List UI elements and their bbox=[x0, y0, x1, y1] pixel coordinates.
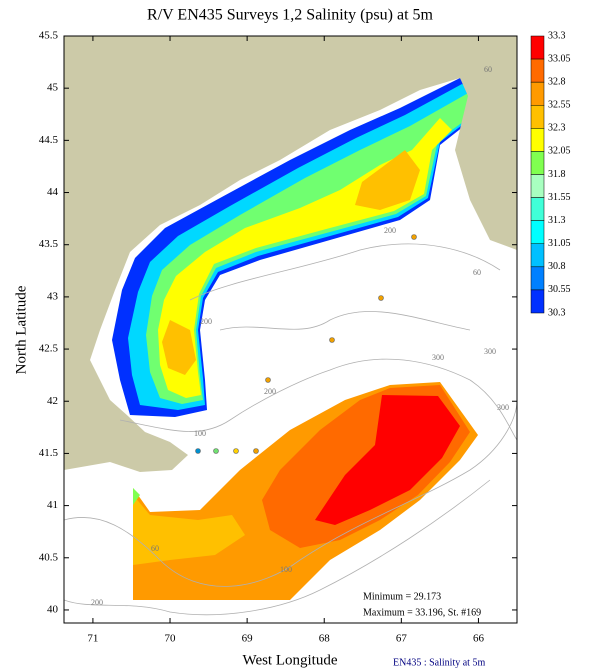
y-tick-label: 42 bbox=[47, 395, 58, 407]
contour-label: 100 bbox=[194, 429, 206, 438]
colorbar-swatch bbox=[530, 58, 545, 83]
contour-label: 200 bbox=[384, 226, 396, 235]
colorbar-label: 32.3 bbox=[548, 123, 566, 134]
stations bbox=[195, 234, 417, 454]
colorbar-swatch bbox=[530, 151, 545, 175]
station bbox=[233, 448, 239, 454]
station bbox=[378, 295, 384, 301]
contour-label: 200 bbox=[264, 387, 276, 396]
contour-label: 200 bbox=[91, 598, 103, 607]
contour-label: 300 bbox=[497, 403, 509, 412]
contour-label: 200 bbox=[200, 317, 212, 326]
y-tick-label: 45 bbox=[47, 82, 59, 94]
colorbar-label: 33.05 bbox=[548, 53, 571, 64]
colorbar-swatch bbox=[530, 220, 545, 245]
colorbar-label: 31.8 bbox=[548, 169, 566, 180]
station bbox=[253, 448, 259, 454]
y-axis-label: North Latitude bbox=[13, 285, 29, 374]
y-tick-label: 41 bbox=[47, 499, 58, 511]
map-area: 60 200 60 200 300 300 200 100 300 60 100 200 bbox=[64, 36, 517, 623]
contour-label: 60 bbox=[473, 268, 481, 277]
y-tick-label: 40 bbox=[47, 603, 59, 615]
contours bbox=[64, 243, 517, 616]
contour-labels: 60 200 60 200 300 300 200 100 300 60 100 200 bbox=[91, 65, 509, 607]
colorbar-label: 30.55 bbox=[548, 284, 571, 295]
colorbar-swatch bbox=[530, 266, 545, 291]
x-tick-label: 68 bbox=[319, 633, 331, 645]
station bbox=[329, 337, 335, 343]
minimum-note: Minimum = 29.173 bbox=[363, 591, 441, 602]
x-tick-label: 66 bbox=[473, 633, 485, 645]
station bbox=[411, 234, 417, 240]
colorbar-swatch bbox=[530, 35, 545, 60]
south-region-green bbox=[133, 488, 140, 505]
south-region-red bbox=[315, 395, 460, 525]
colorbar-label: 31.55 bbox=[548, 192, 571, 203]
y-tick-label: 43.5 bbox=[39, 238, 59, 250]
station bbox=[265, 377, 271, 383]
y-tick-label: 41.5 bbox=[39, 447, 59, 459]
maximum-note: Maximum = 33.196, St. #169 bbox=[363, 607, 481, 618]
colorbar-label: 30.3 bbox=[548, 307, 566, 318]
colorbar-label: 32.05 bbox=[548, 146, 571, 157]
x-tick-label: 70 bbox=[165, 633, 177, 645]
north-region-orange bbox=[162, 320, 196, 375]
contour-label: 60 bbox=[151, 544, 159, 553]
y-tick-label: 45.5 bbox=[39, 30, 59, 42]
plot-frame bbox=[63, 35, 518, 624]
x-axis-label: West Longitude bbox=[242, 652, 337, 668]
x-tick-label: 71 bbox=[87, 633, 98, 645]
contour-label: 60 bbox=[484, 65, 492, 74]
colorbar-swatch bbox=[530, 174, 545, 198]
contour-label: 100 bbox=[280, 565, 292, 574]
y-tick-label: 44.5 bbox=[39, 134, 59, 146]
colorbar-label: 31.05 bbox=[548, 238, 571, 249]
south-region-yellow bbox=[133, 495, 245, 565]
y-tick-label: 44 bbox=[47, 186, 59, 198]
land bbox=[64, 36, 517, 472]
y-tick-label: 40.5 bbox=[39, 551, 59, 563]
contour-label: 300 bbox=[432, 353, 444, 362]
station bbox=[195, 448, 201, 454]
colorbar-label: 32.55 bbox=[548, 100, 571, 111]
colorbar-label: 32.8 bbox=[548, 76, 566, 87]
x-tick-label: 69 bbox=[242, 633, 254, 645]
colorbar-swatch bbox=[530, 128, 545, 152]
contour-label: 300 bbox=[484, 347, 496, 356]
colorbar-swatch bbox=[530, 289, 545, 314]
footer-note: EN435 : Salinity at 5m bbox=[393, 657, 485, 668]
station bbox=[213, 448, 219, 454]
colorbar-label: 31.3 bbox=[548, 215, 566, 226]
map-title: R/V EN435 Surveys 1,2 Salinity (psu) at … bbox=[147, 7, 433, 24]
colorbar-label: 33.3 bbox=[548, 30, 566, 41]
colorbar-swatch bbox=[530, 197, 545, 221]
colorbar-label: 30.8 bbox=[548, 261, 566, 272]
north-region-orange bbox=[355, 150, 420, 210]
colorbar-swatch bbox=[530, 81, 545, 106]
y-tick-label: 42.5 bbox=[39, 343, 59, 355]
x-tick-label: 67 bbox=[396, 633, 408, 645]
colorbar-swatch bbox=[530, 105, 545, 129]
y-tick-label: 43 bbox=[47, 290, 59, 302]
colorbar-swatch bbox=[530, 243, 545, 268]
